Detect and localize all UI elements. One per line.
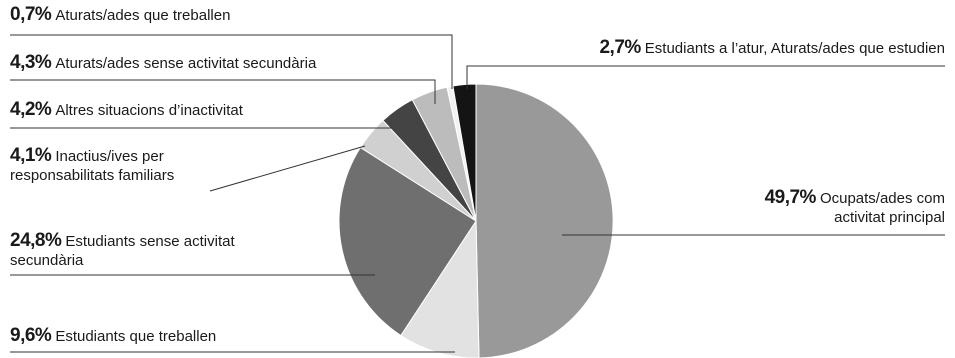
percent-inactius: 4,1% — [10, 145, 52, 166]
percent-aturats-sense: 4,3% — [10, 52, 52, 73]
leader-line-aturats-treballen — [10, 34, 453, 89]
text-inactius-line2: responsabilitats familiars — [10, 167, 175, 184]
label-ocupats: 49,7% Ocupats/ades com activitat principa… — [765, 188, 945, 227]
text-aturats-sense: Aturats/ades sense activitat secundària — [55, 55, 317, 72]
text-ocupats-line2: activitat principal — [834, 209, 945, 226]
percent-estudiants-atur: 2,7% — [599, 37, 641, 58]
percent-estudiants-treballen: 9,6% — [10, 325, 52, 346]
text-inactius-line1: Inactius/ives per — [55, 148, 164, 165]
percent-ocupats: 49,7% — [764, 187, 817, 208]
label-aturats-sense: 4,3% Aturats/ades sense activitat secundà… — [10, 53, 316, 73]
pie-slice-ocupats — [475, 83, 614, 358]
percent-aturats-treballen: 0,7% — [10, 4, 52, 25]
pie-slice-estudiants-sense — [338, 146, 477, 337]
leader-line-aturats-sense — [10, 79, 436, 104]
label-inactius: 4,1% Inactius/ives per responsabilitats f… — [10, 146, 174, 185]
label-estudiants-treballen: 9,6% Estudiants que treballen — [10, 326, 216, 346]
text-estudiants-treballen: Estudiants que treballen — [55, 328, 217, 345]
label-aturats-treballen: 0,7% Aturats/ades que treballen — [10, 5, 230, 25]
text-aturats-treballen: Aturats/ades que treballen — [55, 7, 231, 24]
leader-line-estudiants-atur — [466, 65, 945, 89]
leader-line-inactius — [209, 145, 366, 192]
pie-slice-estudiants-atur — [452, 83, 477, 222]
label-estudiants-atur: 2,7% Estudiants a l’atur, Aturats/ades qu… — [599, 38, 945, 58]
percent-altres: 4,2% — [10, 99, 52, 120]
text-estudiants-atur: Estudiants a l’atur, Aturats/ades que es… — [644, 40, 945, 57]
leader-lines — [10, 34, 945, 353]
label-altres: 4,2% Altres situacions d’inactivitat — [10, 100, 243, 120]
text-altres: Altres situacions d’inactivitat — [55, 102, 243, 119]
text-ocupats-line1: Ocupats/ades com — [819, 190, 945, 207]
percent-estudiants-sense: 24,8% — [10, 230, 62, 251]
text-estudiants-sense-line1: Estudiants sense activitat — [65, 233, 235, 250]
label-estudiants-sense: 24,8% Estudiants sense activitat secundàr… — [10, 231, 235, 270]
text-estudiants-sense-line2: secundària — [10, 252, 84, 269]
pie-slices — [338, 83, 614, 358]
